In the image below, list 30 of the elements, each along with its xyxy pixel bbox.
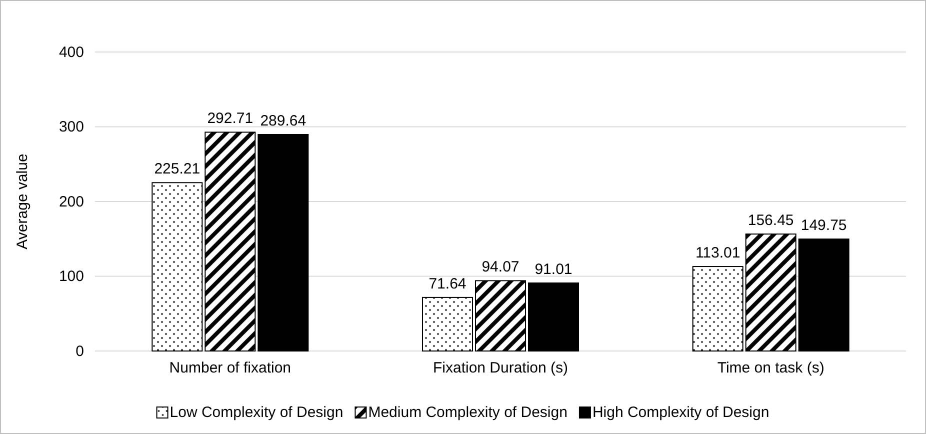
x-tick-label: Fixation Duration (s) [432, 360, 568, 377]
y-tick-label: 200 [58, 193, 84, 210]
data-label: 289.64 [260, 112, 306, 130]
data-label: 113.01 [695, 244, 740, 262]
data-label: 225.21 [154, 160, 200, 178]
data-label: 149.75 [800, 217, 847, 234]
data-label: 71.64 [428, 275, 466, 292]
bar [152, 182, 203, 352]
data-label: 91.01 [534, 260, 572, 278]
data-label: 292.71 [207, 110, 254, 128]
data-label: 94.07 [482, 258, 520, 276]
bar [745, 234, 796, 352]
legend-label: Low Complexity of Design [170, 404, 344, 421]
legend-label: High Complexity of Design [592, 404, 770, 421]
y-axis-title: Average value [14, 154, 31, 250]
bar [692, 266, 744, 352]
legend-label: Medium Complexity of Design [368, 404, 568, 421]
x-tick-label: Number of fixation [169, 360, 292, 377]
bar [798, 238, 850, 352]
y-tick-label: 400 [58, 44, 84, 61]
bar [258, 134, 309, 352]
bar [422, 296, 473, 352]
x-tick-label: Time on task (s) [717, 360, 824, 377]
y-tick-label: 0 [76, 342, 84, 360]
bar [528, 282, 579, 352]
y-tick-label: 300 [58, 118, 84, 136]
bar [204, 132, 256, 352]
data-label: 156.45 [748, 212, 794, 230]
bar [475, 280, 526, 352]
y-tick-label: 100 [58, 268, 84, 286]
